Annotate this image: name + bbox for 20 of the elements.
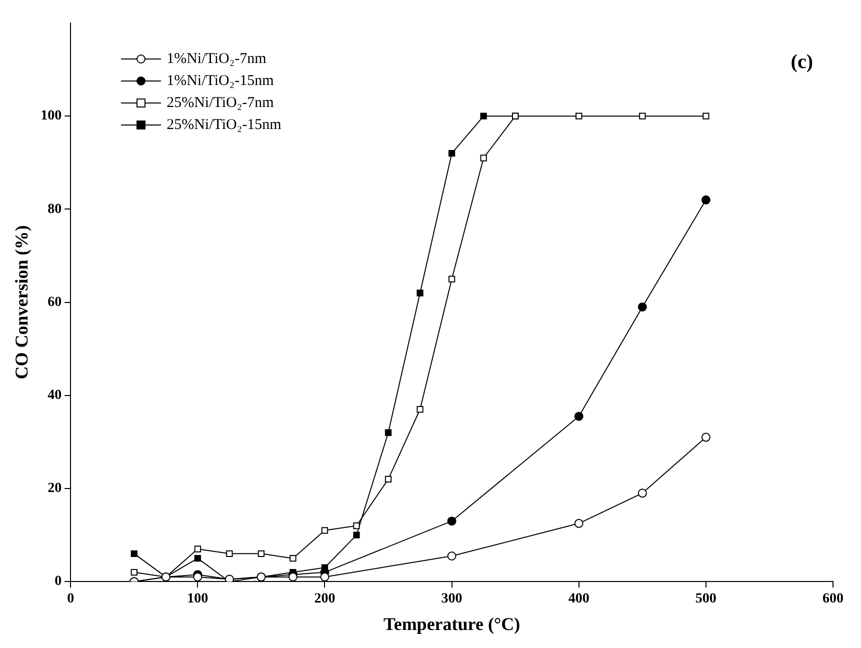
legend-label: 1%Ni/TiO₂-7nm — [166, 50, 266, 68]
y-tick-label: 40 — [48, 388, 62, 404]
legend-label: 1%Ni/TiO₂-15nm — [166, 72, 274, 90]
y-axis-title: CO Conversion (%) — [11, 225, 32, 380]
y-tick-label: 80 — [48, 202, 62, 217]
x-tick-label: 400 — [568, 592, 590, 607]
x-tick-label: 600 — [822, 592, 844, 607]
x-tick-label: 0 — [67, 592, 74, 607]
y-tick-label: 100 — [40, 108, 62, 124]
x-tick-label: 100 — [187, 592, 208, 607]
x-axis-title: Temperature (°C) — [383, 614, 520, 634]
x-tick-label: 300 — [441, 592, 462, 607]
y-tick-label: 20 — [48, 481, 62, 496]
y-tick-label: 0 — [54, 574, 62, 590]
annotation: (c) — [790, 51, 813, 73]
x-tick-label: 200 — [314, 592, 336, 607]
x-tick-label: 500 — [695, 592, 716, 607]
legend-label: 25%Ni/TiO₂-15nm — [166, 116, 282, 134]
legend-label: 25%Ni/TiO₂-7nm — [166, 94, 274, 112]
y-tick-label: 60 — [48, 294, 62, 310]
